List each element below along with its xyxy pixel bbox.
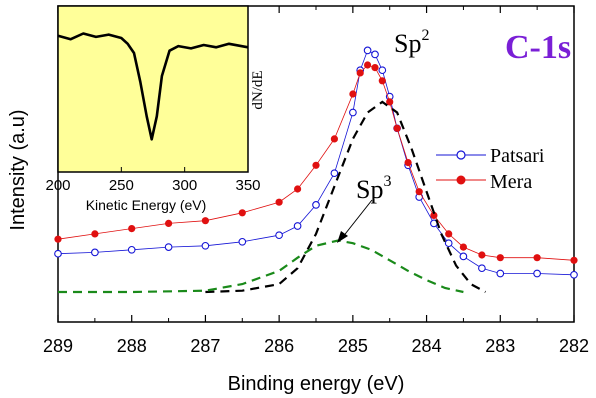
data-point	[378, 77, 386, 85]
data-point	[533, 254, 541, 262]
data-point	[430, 211, 438, 219]
data-point	[201, 217, 209, 225]
fit-curve-2	[205, 100, 487, 294]
data-point	[363, 46, 372, 55]
inset-x-tick-label: 300	[172, 177, 197, 194]
x-tick-label: 284	[412, 336, 442, 356]
data-point	[570, 270, 578, 279]
data-point	[459, 252, 468, 261]
x-axis-label: Binding energy (eV)	[228, 373, 405, 395]
data-point	[496, 254, 504, 262]
data-point	[293, 222, 302, 230]
data-point	[91, 230, 99, 238]
inset-curve	[57, 32, 249, 141]
inset-x-label: Kinetic Energy (eV)	[86, 197, 207, 213]
c1s-label: C-1s	[505, 29, 571, 66]
data-point	[478, 251, 486, 259]
legend: Patsari Mera	[436, 145, 545, 193]
data-point	[238, 209, 246, 217]
data-point	[415, 188, 423, 196]
data-point	[91, 248, 99, 257]
x-tick-label: 286	[264, 336, 294, 356]
sp2-label-text: Sp	[394, 29, 421, 58]
inset-background	[57, 5, 249, 173]
series-layer	[54, 46, 578, 294]
data-point	[312, 161, 320, 169]
legend-label-patsari: Patsari	[490, 145, 545, 167]
data-point	[128, 225, 136, 233]
data-point	[496, 269, 505, 278]
data-point	[164, 243, 173, 251]
x-tick-label: 287	[190, 336, 220, 356]
data-point	[570, 256, 578, 264]
data-point	[393, 124, 401, 132]
x-tick-label: 289	[43, 336, 73, 356]
inset-x-tick-label: 350	[235, 177, 260, 194]
sp3-label: Sp3	[356, 173, 391, 204]
x-tick-label: 285	[338, 336, 368, 356]
data-point	[356, 69, 364, 77]
x-ticks: 289 288 287 286 285 284 283 282	[43, 6, 589, 356]
fit-curve-3	[58, 239, 464, 294]
data-point	[445, 230, 453, 238]
sp2-label: Sp2	[394, 27, 429, 58]
data-point	[238, 237, 247, 246]
data-point	[533, 269, 541, 278]
sp3-arrow-line	[341, 199, 373, 239]
data-point	[459, 243, 467, 251]
data-point	[201, 241, 210, 250]
legend-label-mera: Mera	[490, 171, 532, 193]
x-tick-label: 288	[117, 336, 147, 356]
data-point	[349, 108, 357, 117]
data-point	[378, 66, 387, 75]
x-tick-label: 283	[485, 336, 515, 356]
data-point	[371, 50, 379, 59]
legend-marker-patsari	[456, 150, 466, 160]
data-point	[54, 235, 62, 243]
y-axis-label: Intensity (a.u)	[7, 109, 29, 230]
inset-y-label: dN/dE	[250, 70, 266, 109]
data-point	[349, 90, 357, 98]
data-point	[165, 219, 173, 227]
x-tick-label: 282	[559, 336, 589, 356]
inset-x-ticks: 200 250 300 350	[45, 167, 261, 194]
data-point	[444, 239, 453, 248]
data-point	[404, 159, 412, 167]
data-point	[54, 249, 62, 258]
inset-x-tick-label: 200	[45, 177, 70, 194]
data-point	[330, 169, 339, 178]
data-point	[330, 135, 338, 143]
data-point	[127, 245, 136, 254]
inset-x-tick-label: 250	[109, 177, 134, 194]
data-point	[478, 264, 486, 273]
data-point	[364, 61, 372, 69]
inset: 200 250 300 350 Kinetic Energy (eV) dN/dE	[45, 5, 266, 213]
data-point	[386, 98, 394, 106]
data-point	[294, 185, 302, 193]
sp3-arrow-head	[337, 231, 348, 243]
sp2-label-sup: 2	[421, 27, 429, 44]
data-point	[275, 198, 283, 206]
sp3-label-sup: 3	[383, 173, 391, 190]
sp3-label-text: Sp	[356, 175, 383, 204]
inset-curve-layer	[57, 32, 249, 141]
data-point	[371, 64, 379, 72]
data-point	[275, 231, 283, 240]
data-point	[312, 201, 320, 209]
legend-marker-mera	[456, 175, 466, 185]
